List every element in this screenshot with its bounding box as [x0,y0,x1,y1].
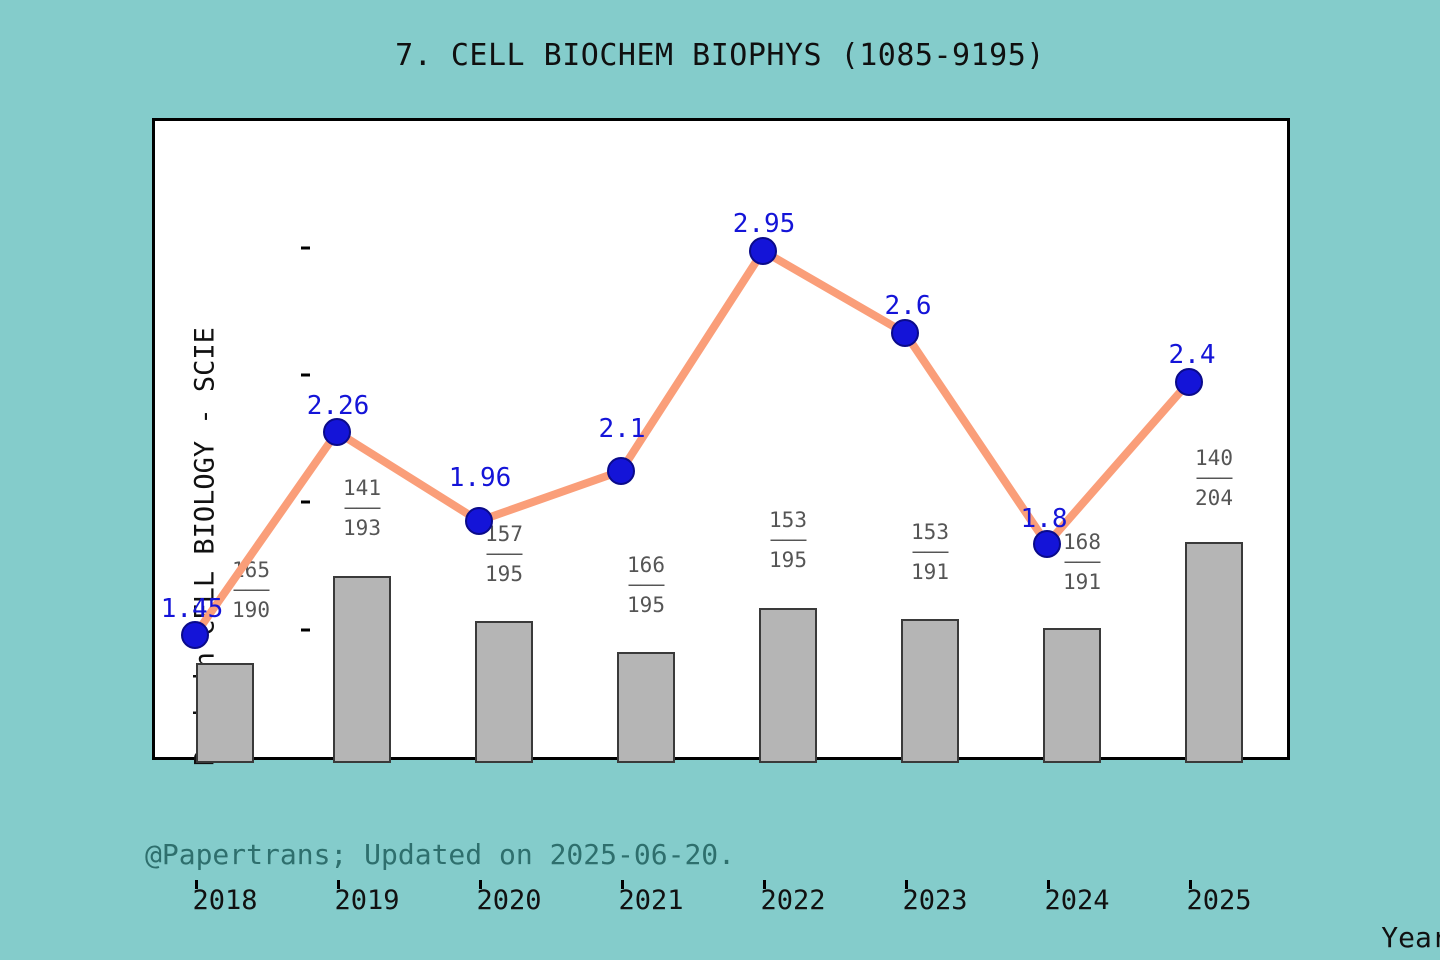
jif-label-2024: 1.8 [1020,504,1068,534]
rank-denominator-2021: 195 [627,592,665,617]
jif-label-2018: 1.45 [160,594,224,624]
y-left-tickmark-20 [301,628,310,632]
rank-divider-2022: ——— [770,527,807,552]
x-tick-label-2020: 2020 [476,885,542,916]
jif-label-2019: 2.26 [306,391,370,421]
y-left-tickmark-60 [301,373,310,377]
rank-divider-2023: ——— [912,539,949,564]
jif-label-2020: 1.96 [448,463,512,493]
rank-denominator-2025: 204 [1195,485,1233,510]
rank-denominator-2020: 195 [485,561,523,586]
jif-marker-2021 [607,457,635,485]
y-left-tickmark-80 [301,246,310,250]
x-tickmark-2021 [621,880,624,889]
rank-numerator-2025: 140 [1195,446,1233,470]
x-tickmark-2024 [1047,880,1050,889]
x-tick-label-2018: 2018 [192,885,258,916]
rank-divider-2019: ——— [344,495,381,520]
x-tick-label-2023: 2023 [902,885,968,916]
bar-2023 [901,619,959,763]
plot-area: Rank in CELL BIOLOGY - SCIE JIF Without … [152,118,1440,954]
rank-annotation-2019: 141 ——— 193 [302,477,422,539]
x-tick-label-2019: 2019 [334,885,400,916]
x-tick-label-2022: 2022 [760,885,826,916]
x-tickmark-2022 [763,880,766,889]
rank-annotation-2024: 168 ——— 191 [1022,531,1142,593]
rank-denominator-2019: 193 [343,515,381,540]
x-tickmark-2019 [337,880,340,889]
jif-marker-2019 [323,418,351,446]
x-tick-label-2024: 2024 [1044,885,1110,916]
jif-marker-2025 [1175,368,1203,396]
rank-divider-2025: ——— [1196,465,1233,490]
jif-label-2025: 2.4 [1168,340,1216,370]
jif-label-2021: 2.1 [598,414,646,444]
rank-denominator-2023: 191 [911,559,949,584]
x-tickmark-2025 [1189,880,1192,889]
page-title: 7. CELL BIOCHEM BIOPHYS (1085-9195) [395,38,1045,73]
jif-marker-2022 [749,237,777,265]
bar-2024 [1043,628,1101,763]
bar-2022 [759,608,817,763]
jif-label-2022: 2.95 [732,209,796,239]
bar-2020 [475,621,533,763]
x-axis-label: Year [1381,921,1440,954]
bar-2018 [196,663,254,763]
rank-annotation-2025: 140 ——— 204 [1154,447,1274,509]
x-tick-label-2025: 2025 [1186,885,1252,916]
rank-divider-2021: ——— [628,572,665,597]
rank-annotation-2023: 153 ——— 191 [870,521,990,583]
footer-credit: @Papertrans; Updated on 2025-06-20. [145,838,736,871]
rank-divider-2020: ——— [486,541,523,566]
rank-annotation-2020: 157 ——— 195 [444,523,564,585]
bar-2021 [617,652,675,763]
y-axis-left-label: Rank in CELL BIOLOGY - SCIE [189,327,221,766]
x-tickmark-2018 [195,880,198,889]
jif-marker-2023 [891,319,919,347]
rank-annotation-2022: 153 ——— 195 [728,509,848,571]
bar-2025 [1185,542,1243,763]
x-tick-label-2021: 2021 [618,885,684,916]
x-tickmark-2023 [905,880,908,889]
rank-annotation-2021: 166 ——— 195 [586,554,706,616]
x-tickmark-2020 [479,880,482,889]
bar-2019 [333,576,391,763]
rank-divider-2024: ——— [1064,549,1101,574]
jif-label-2023: 2.6 [884,291,932,321]
rank-denominator-2022: 195 [769,547,807,572]
rank-denominator-2024: 191 [1063,569,1101,594]
